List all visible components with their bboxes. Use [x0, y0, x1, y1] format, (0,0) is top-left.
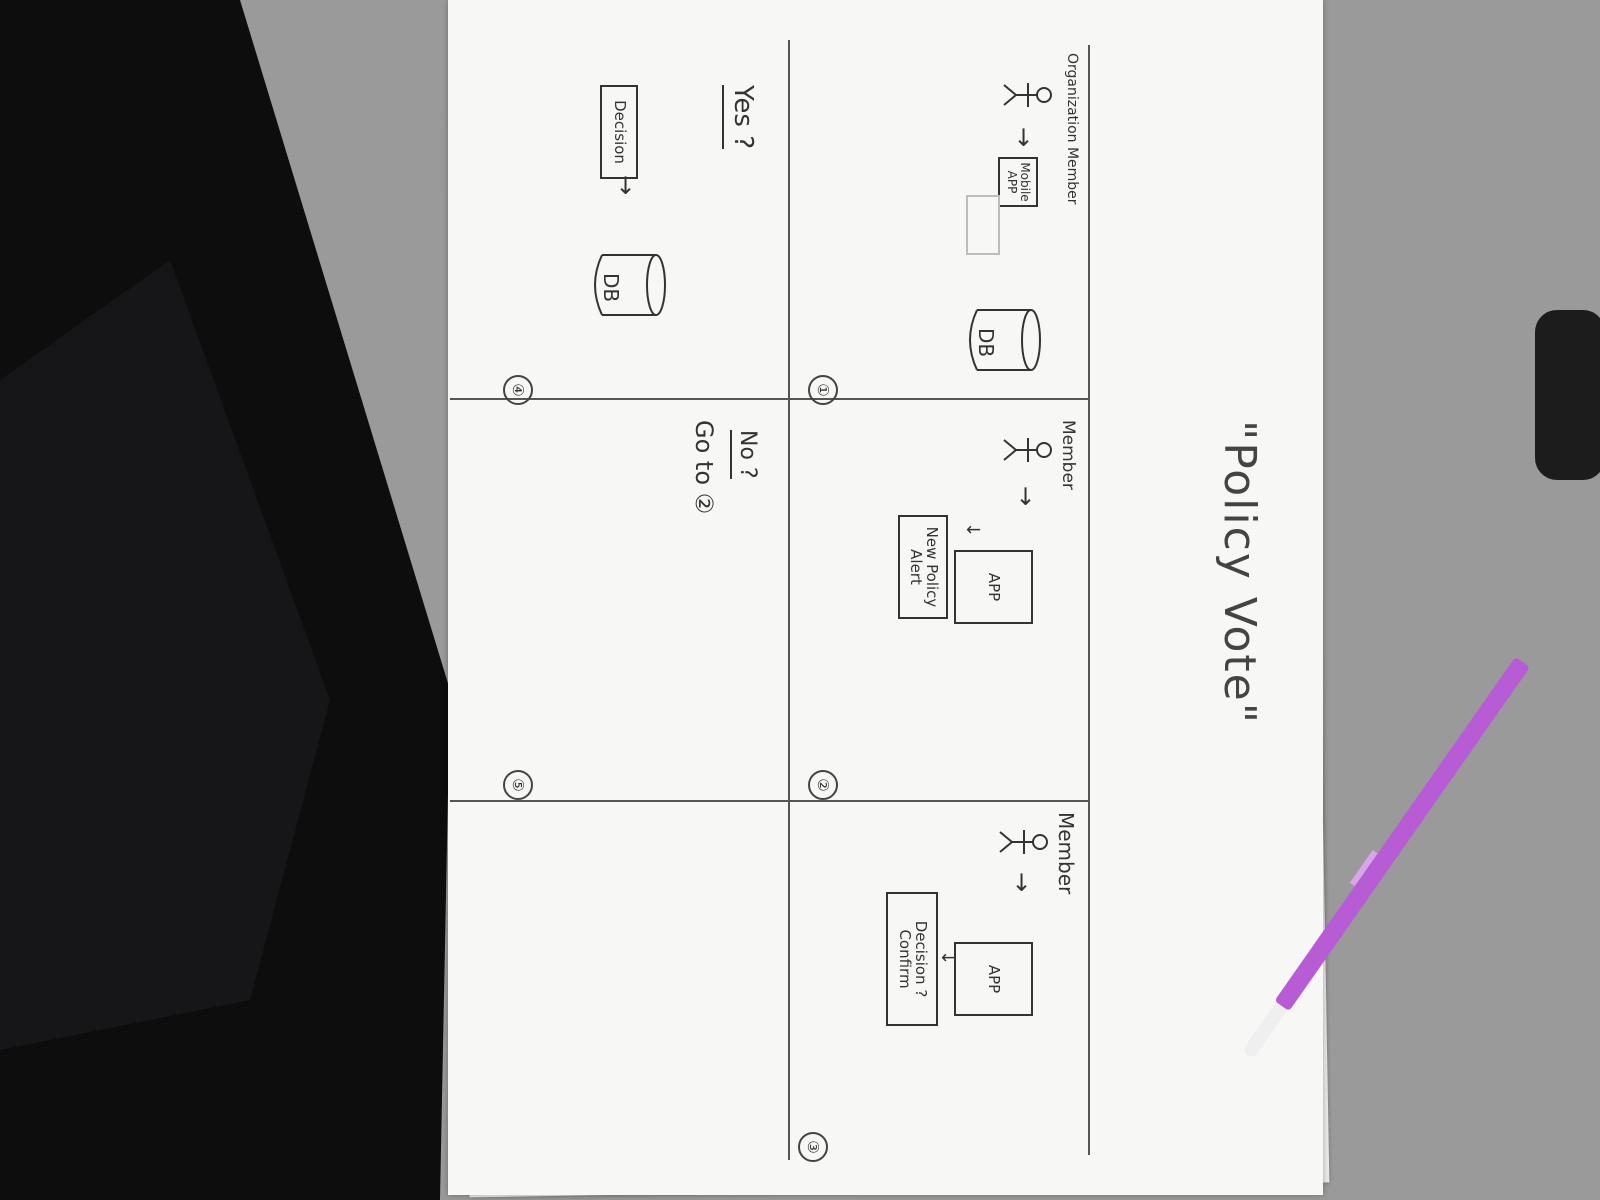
panel-3: Member → APP ↓ Decision ? Confirm ③: [788, 802, 1088, 1182]
storyboard-sketch: "Policy Vote" Organization Member → Mobi…: [450, 0, 1325, 1195]
panel-4-decision-box: Decision: [600, 85, 638, 179]
panel-2-alert-box: New Policy Alert: [898, 515, 948, 619]
erased-box: [966, 195, 1000, 255]
panel-3-number: ③: [798, 1132, 828, 1162]
storyboard-title: "Policy Vote": [1214, 420, 1265, 725]
arrow-down-icon: ↓: [937, 950, 958, 966]
panel-5-number: ⑤: [503, 770, 533, 800]
panel-3-actor-label: Member: [1054, 812, 1078, 895]
panel-5-goto: Go to ②: [690, 420, 718, 515]
panel-3-confirm-box: Decision ? Confirm: [886, 892, 938, 1026]
database-icon: [594, 254, 666, 316]
panel-4-question: Yes ?: [722, 85, 758, 150]
panel-4: Yes ? Decision → DB ④: [488, 45, 788, 425]
panel-2: Member → APP ↓ New Policy Alert ②: [788, 400, 1088, 800]
panel-1: Organization Member → Mobile APP DB ①: [788, 45, 1088, 425]
panel-1-db-label: DB: [974, 328, 998, 358]
paper-sheet: [448, 0, 1323, 1195]
arrow-right-icon: →: [612, 175, 640, 196]
panel-2-actor-label: Member: [1058, 420, 1078, 490]
person-icon: [999, 830, 1048, 854]
panel-1-actor-label: Organization Member: [1064, 53, 1080, 205]
panel-5: No ? Go to ② ⑤: [488, 400, 788, 800]
panel-1-app-box: Mobile APP: [998, 157, 1038, 207]
arrow-right-icon: →: [1008, 872, 1036, 893]
arrow-right-icon: →: [1010, 127, 1038, 148]
person-icon: [1003, 83, 1052, 107]
panel-3-app-box: APP: [954, 942, 1033, 1016]
panel-2-app-box: APP: [954, 550, 1033, 624]
arrow-down-icon: ↓: [962, 522, 983, 538]
panel-2-number: ②: [808, 770, 838, 800]
panel-4-db-label: DB: [599, 273, 623, 303]
grid-line-top: [1088, 45, 1090, 1155]
phone-edge: [1535, 310, 1600, 480]
panel-5-question: No ?: [730, 430, 760, 479]
person-icon: [1003, 438, 1052, 462]
database-icon: [969, 309, 1041, 371]
arrow-right-icon: →: [1012, 486, 1040, 507]
